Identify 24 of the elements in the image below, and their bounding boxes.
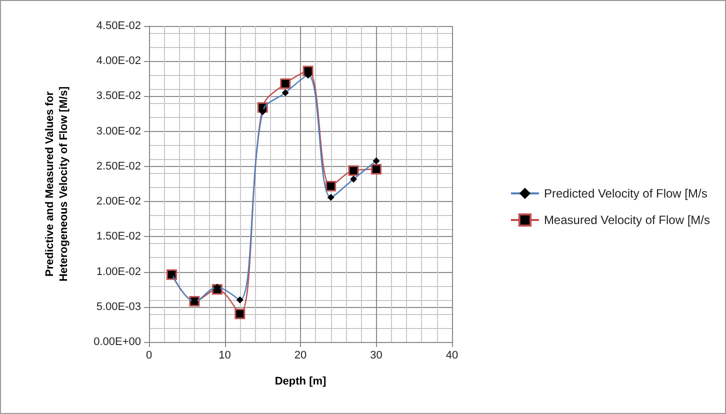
y-tick-label: 3.50E-02 (96, 90, 141, 102)
legend-label: Predicted Velocity of Flow [M/s (544, 186, 708, 200)
y-tick-label: 5.00E-03 (96, 300, 141, 313)
point (280, 78, 291, 89)
x-tick-label: 40 (446, 350, 458, 362)
y-tick-label: 1.50E-02 (96, 230, 141, 243)
point (326, 180, 336, 192)
y-tick-label: 0.00E+00 (94, 336, 141, 348)
x-tick-label: 20 (294, 350, 307, 362)
point (234, 308, 246, 320)
x-tick-label: 10 (218, 350, 231, 362)
y-tick-label: 4.00E-02 (96, 55, 141, 68)
point (371, 164, 382, 175)
x-tick-label: 30 (370, 350, 382, 362)
y-axis-title: Predictive and Measured Values for Heterogeneous Velocity of Flow [M/s] (44, 86, 70, 282)
x-tick-label: 0 (146, 350, 152, 362)
y-tick-label: 2.00E-02 (96, 196, 141, 208)
y-tick-label: 2.50E-02 (96, 160, 141, 172)
x-axis-title: Depth [m] (274, 376, 326, 388)
y-tick-label: 3.00E-02 (96, 125, 141, 138)
y-tick-label: 1.00E-02 (96, 266, 141, 278)
point (348, 165, 359, 176)
y-tick-label: 4.50E-02 (96, 20, 141, 32)
legend-label: Measured Velocity of Flow [M/s (544, 213, 710, 227)
